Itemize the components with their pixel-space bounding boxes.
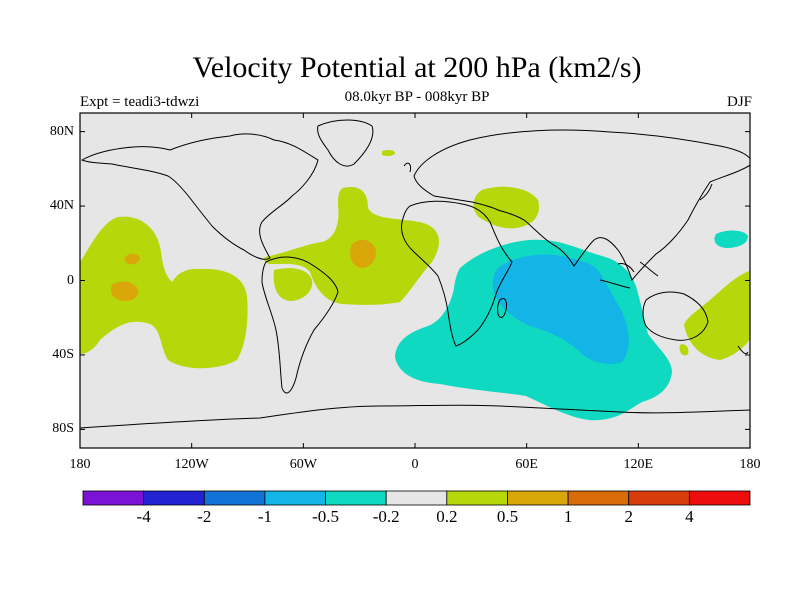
coastline-eurasia <box>413 129 750 282</box>
contour-region-central-pacific <box>80 216 248 369</box>
coastline-indonesia <box>599 261 659 289</box>
season-label: DJF <box>726 94 752 110</box>
coastline-antarctica <box>80 404 750 429</box>
coastline-new-zealand <box>737 345 749 355</box>
colorbar-label: -4 <box>136 507 151 526</box>
chart-subtitle: 08.0kyr BP - 008kyr BP <box>344 89 490 105</box>
x-tick-label: 120W <box>174 457 209 472</box>
colorbar-swatch <box>264 490 326 506</box>
chart-title: Velocity Potential at 200 hPa (km2/s) <box>192 51 642 84</box>
colorbar-label: -0.2 <box>372 507 400 526</box>
x-tick-label: 120E <box>623 457 654 472</box>
colorbar-swatch <box>385 490 448 506</box>
coastline-south-america <box>261 256 339 394</box>
experiment-label: Expt = teadi3-tdwzi <box>80 94 200 110</box>
colorbar-label: 0.5 <box>496 507 519 526</box>
colorbar-swatch <box>82 490 145 506</box>
colorbar-label: 0.2 <box>436 507 458 526</box>
x-tick-label: 0 <box>411 457 419 472</box>
colorbar-swatch <box>446 490 508 506</box>
x-tick-label: 60W <box>289 457 317 472</box>
colorbar-swatch <box>325 490 387 506</box>
contour-max-atlantic <box>350 239 377 268</box>
contour-min-indian-ocean <box>493 254 629 364</box>
contour-region-west-pacific <box>714 230 748 248</box>
colorbar-swatch <box>628 490 690 506</box>
x-tick-label: 180 <box>739 457 761 472</box>
axis-ticks <box>79 113 751 448</box>
colorbar <box>82 490 751 506</box>
y-tick-label: 40N <box>49 198 74 214</box>
coastline-greenland <box>317 119 374 167</box>
y-tick-label: 80S <box>52 421 74 437</box>
y-tick-label: 0 <box>67 272 74 288</box>
coastline-australia <box>642 291 709 341</box>
colorbar-label: 2 <box>624 507 633 526</box>
colorbar-label: 4 <box>685 507 694 526</box>
colorbar-label: -2 <box>197 507 212 526</box>
colorbar-swatch <box>688 490 751 506</box>
contour-max-pacific-north <box>124 253 140 265</box>
x-tick-label: 60E <box>515 457 538 472</box>
colorbar-swatch <box>567 490 630 506</box>
contour-region-antarctic-rim <box>679 344 689 356</box>
colorbar-swatch <box>143 490 205 506</box>
coastline-north-america <box>80 133 319 260</box>
y-tick-label: 80N <box>49 123 74 139</box>
colorbar-swatch <box>507 490 569 506</box>
y-tick-label: 40S <box>52 346 74 362</box>
colorbar-label: -1 <box>257 507 272 526</box>
colorbar-label: 1 <box>563 507 573 526</box>
contour-region-south-america <box>273 268 313 301</box>
coastline-uk <box>403 162 411 173</box>
contour-region-arctic <box>382 149 395 157</box>
coastline-madagascar <box>497 297 507 318</box>
colorbar-swatch <box>203 490 266 506</box>
colorbar-label: -0.5 <box>312 507 339 526</box>
contour-region-australia-east <box>684 270 750 360</box>
coastline-africa <box>401 200 513 347</box>
contour-max-pacific-south <box>110 281 139 302</box>
x-tick-label: 180 <box>69 457 91 472</box>
contour-fields <box>80 149 750 421</box>
contour-region-middle-east <box>473 186 540 229</box>
coastline-japan <box>699 183 713 201</box>
coastlines <box>80 119 750 429</box>
